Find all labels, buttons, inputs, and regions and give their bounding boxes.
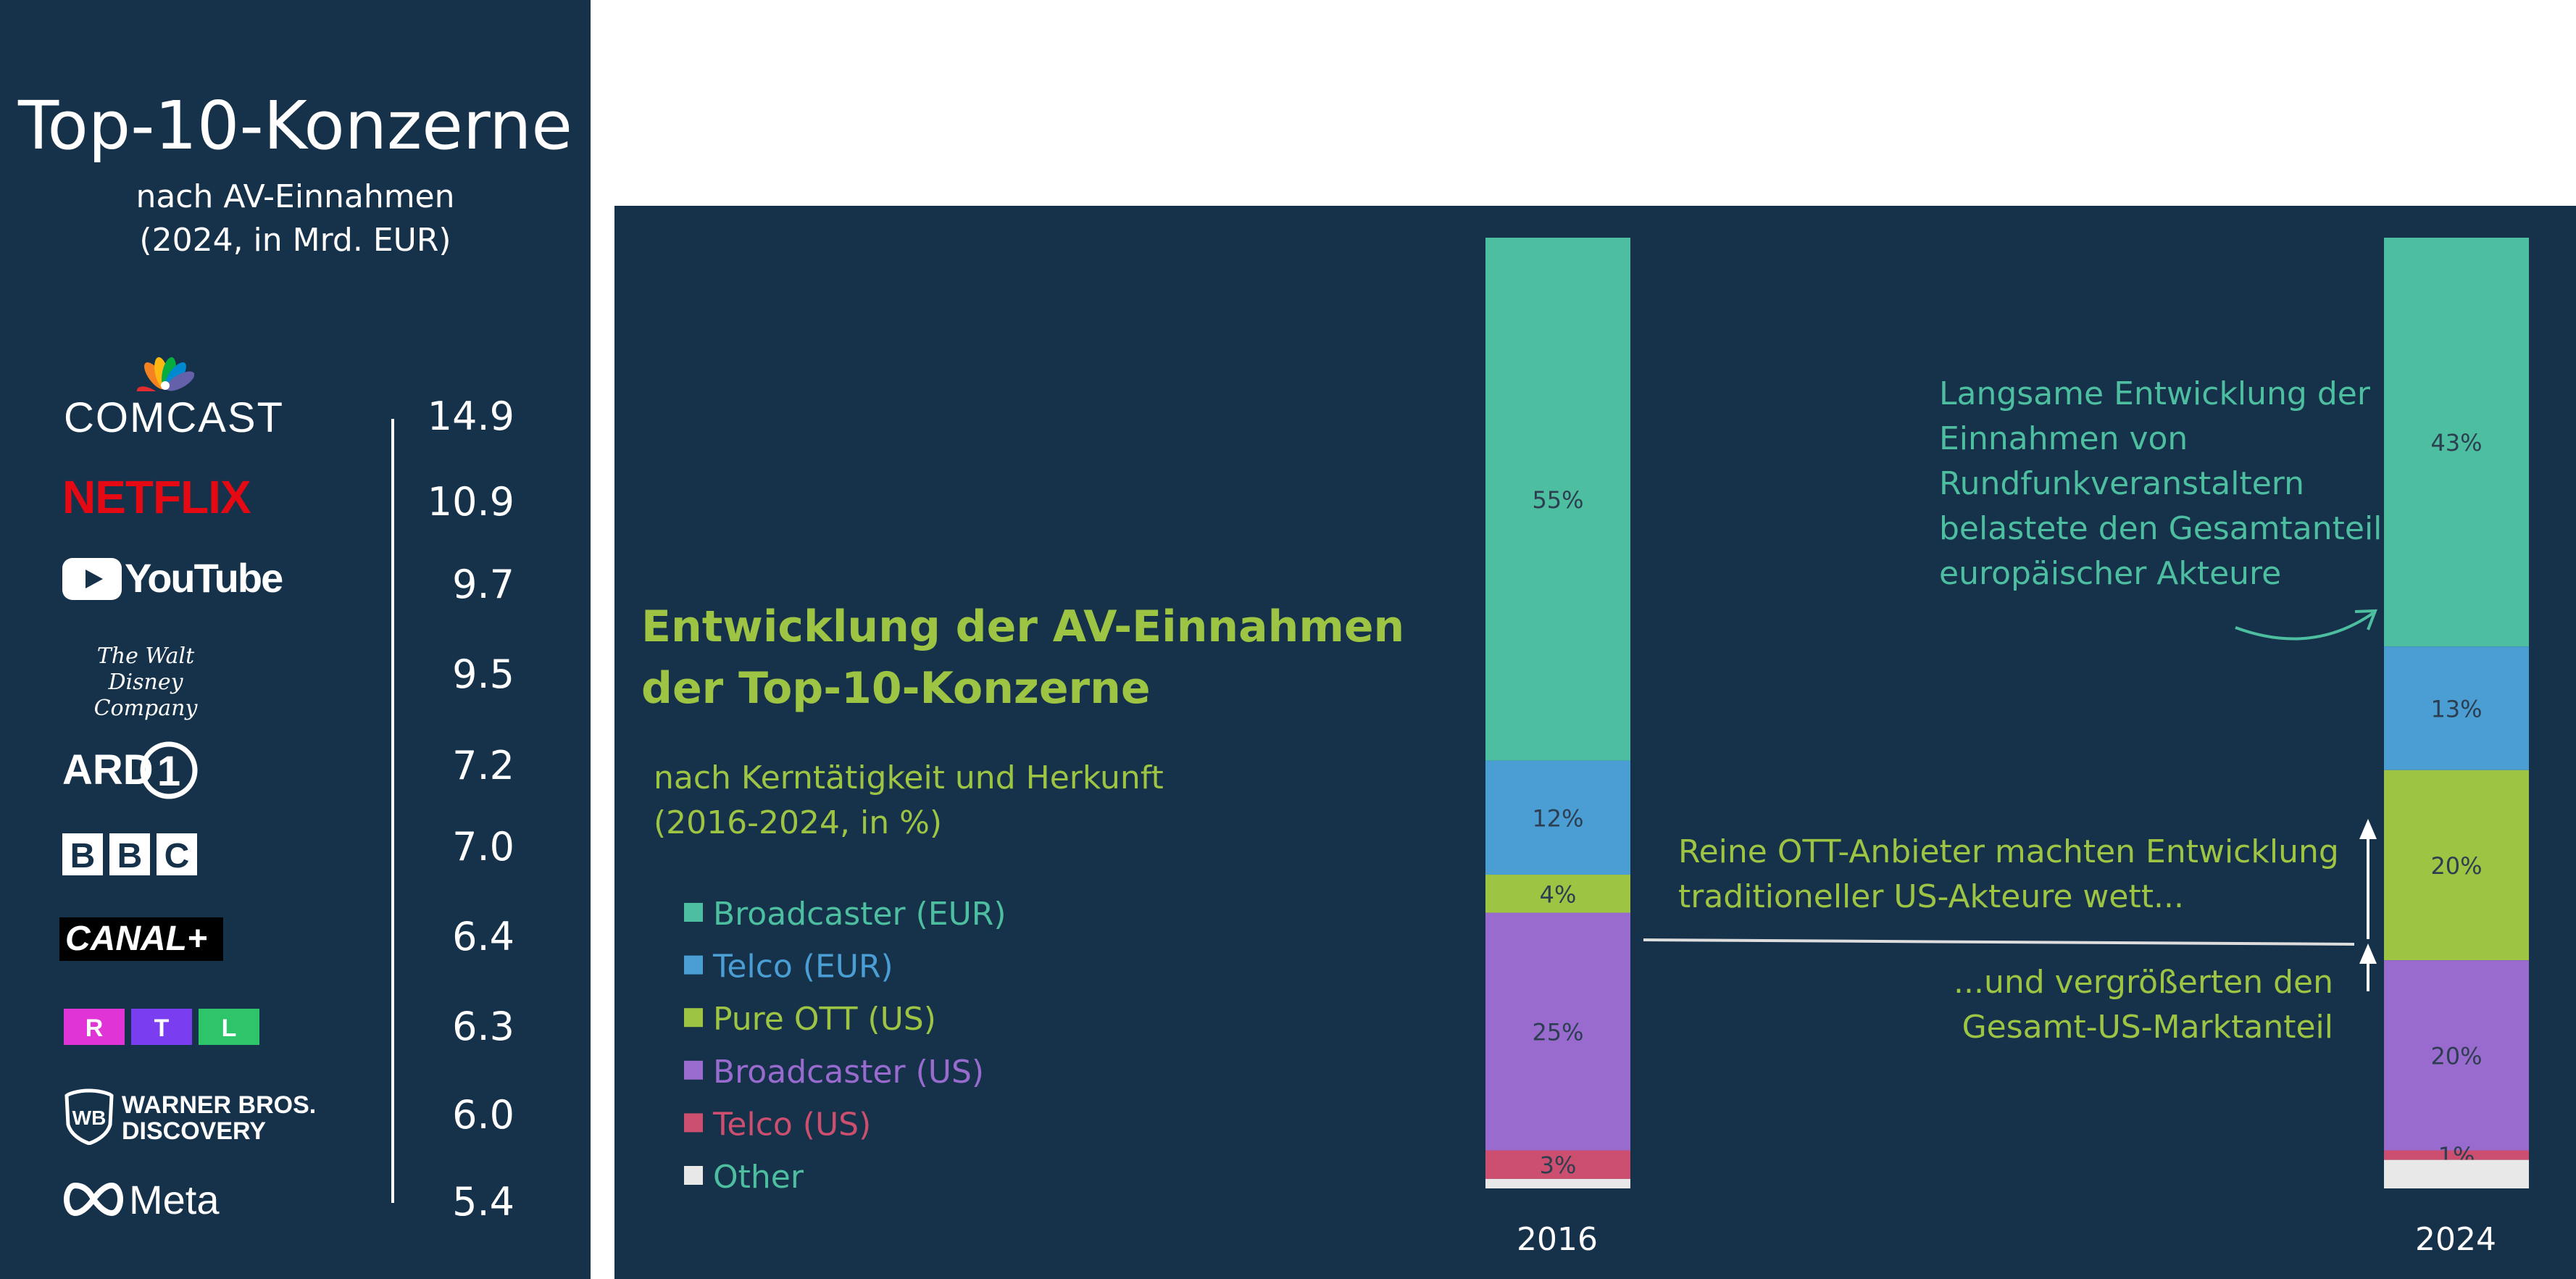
chart-subtitle-line2: (2016-2024, in %)	[654, 804, 942, 841]
legend-label-telco-us: Telco (US)	[712, 1106, 871, 1143]
annotation-top-right-line: europäischer Akteure	[1939, 555, 2281, 592]
bar-segment-other-2024	[2384, 1159, 2529, 1188]
chart-subtitle-line1: nach Kerntätigkeit und Herkunft	[654, 759, 1164, 796]
legend-swatch-broadcaster-eur	[684, 903, 703, 922]
x-tick-label-2024: 2024	[2415, 1221, 2496, 1258]
ranking-subtitle-line1: nach AV-Einnahmen	[136, 178, 455, 215]
x-tick-label-2016: 2016	[1517, 1221, 1598, 1258]
bar-segment-broadcaster-us-2016	[1485, 912, 1630, 1151]
bar-segment-telco-us-2024	[2384, 1150, 2529, 1160]
rank-value-rtl: 6.3	[452, 1004, 514, 1049]
svg-text:T: T	[154, 1015, 170, 1042]
bar-segment-broadcaster-us-2024	[2384, 960, 2529, 1151]
ranking-subtitle-line2: (2024, in Mrd. EUR)	[139, 222, 451, 259]
legend: Broadcaster (EUR) Telco (EUR) Pure OTT (US…	[684, 896, 1006, 1196]
chart-title-line2: der Top-10-Konzerne	[641, 663, 1151, 714]
legend-swatch-other	[684, 1166, 703, 1185]
data-label-broadcaster-eur-2016: 55%	[1532, 486, 1583, 514]
data-label-telco-eur-2024: 13%	[2430, 695, 2482, 722]
svg-text:B: B	[70, 837, 96, 875]
annotation-middle-line: Reine OTT-Anbieter machten Entwicklung	[1678, 833, 2339, 870]
wb-shield-icon: WB	[64, 1088, 114, 1146]
rank-name-meta: Meta	[129, 1177, 220, 1222]
svg-text:1: 1	[157, 748, 180, 795]
legend-label-pure-ott-us: Pure OTT (US)	[713, 1001, 936, 1038]
rank-name-ard: ARD	[62, 746, 154, 793]
rank-name-canal-plus: CANAL+	[65, 920, 208, 958]
annotation-top-right-line: belastete den Gesamtanteil	[1939, 510, 2382, 547]
annotation-middle-line: traditioneller US-Akteure wett...	[1678, 878, 2184, 915]
rank-value-wbd: 6.0	[452, 1092, 514, 1138]
svg-text:WB: WB	[72, 1107, 107, 1129]
bars: 55%12%4%25%3%43%13%20%20%1%	[1485, 238, 2529, 1188]
bar-segment-other-2016	[1485, 1178, 1630, 1188]
svg-text:R: R	[86, 1015, 104, 1042]
annotation-bottom-line: ...und vergrößerten den	[1954, 964, 2333, 1001]
svg-text:B: B	[117, 837, 143, 875]
up-arrow-upper-head	[2359, 819, 2377, 839]
rank-name-wbd: WARNER BROS. DISCOVERY	[122, 1091, 317, 1145]
bar-segment-pure-ott-us-2024	[2384, 770, 2529, 961]
rtl-logo: R T L	[64, 1009, 259, 1045]
ard-one-icon: 1	[139, 741, 199, 800]
svg-text:C: C	[164, 837, 190, 875]
legend-label-broadcaster-eur: Broadcaster (EUR)	[713, 896, 1006, 933]
connector-line	[1643, 938, 2355, 946]
data-label-broadcaster-eur-2024: 43%	[2430, 429, 2482, 457]
data-label-telco-eur-2016: 12%	[1532, 804, 1583, 832]
chart-title-line1: Entwicklung der AV-Einnahmen	[641, 601, 1404, 652]
up-arrow-lower-head	[2359, 943, 2377, 964]
youtube-play-icon	[62, 558, 122, 600]
rank-value-netflix: 10.9	[427, 479, 514, 525]
bar-segment-telco-eur-2024	[2384, 646, 2529, 770]
legend-swatch-pure-ott-us	[684, 1008, 703, 1028]
rank-value-bbc: 7.0	[452, 824, 514, 870]
legend-swatch-telco-us	[684, 1113, 703, 1133]
bar-segment-telco-us-2016	[1485, 1150, 1630, 1179]
annotation-bottom: ...und vergrößerten den Gesamt-US-Markta…	[1954, 964, 2333, 1046]
canal-plus-logo-box	[59, 917, 223, 961]
annotation-top-right: Langsame Entwicklung der Einnahmen von R…	[1939, 375, 2382, 592]
bar-segment-broadcaster-eur-2024	[2384, 238, 2529, 647]
bar-segment-broadcaster-eur-2016	[1485, 238, 1630, 761]
rank-name-youtube: YouTube	[125, 555, 283, 601]
annotation-bottom-line: Gesamt-US-Marktanteil	[1962, 1009, 2333, 1046]
annotation-top-right-line: Einnahmen von	[1939, 420, 2188, 457]
ranking-divider	[391, 419, 394, 1203]
bar-segment-pure-ott-us-2016	[1485, 875, 1630, 913]
ranking-panel: Top-10-Konzerne nach AV-Einnahmen (2024,…	[0, 0, 591, 1279]
data-label-pure-ott-us-2024: 20%	[2430, 852, 2482, 880]
legend-swatch-telco-eur	[684, 955, 703, 975]
annotation-curved-arrow	[2235, 612, 2375, 641]
legend-label-telco-eur: Telco (EUR)	[712, 949, 893, 986]
legend-swatch-broadcaster-us	[684, 1060, 703, 1080]
annotation-top-right-line: Langsame Entwicklung der	[1939, 375, 2371, 412]
svg-text:L: L	[222, 1015, 237, 1042]
rank-value-meta: 5.4	[452, 1179, 514, 1225]
rank-name-disney: The Walt Disney Company	[93, 643, 198, 721]
rank-value-comcast: 14.9	[427, 393, 514, 439]
bar-segment-telco-eur-2016	[1485, 760, 1630, 875]
rank-value-canal-plus: 6.4	[452, 914, 514, 959]
rank-name-netflix: NETFLIX	[62, 471, 251, 523]
rank-value-youtube: 9.7	[452, 562, 514, 607]
data-label-broadcaster-us-2016: 25%	[1532, 1019, 1583, 1046]
bbc-logo: B B C	[62, 833, 197, 875]
annotation-top-right-line: Rundfunkveranstaltern	[1939, 465, 2304, 502]
rank-value-ard: 7.2	[452, 743, 514, 788]
data-label-broadcaster-us-2024: 20%	[2430, 1042, 2482, 1070]
annotation-curved-arrow-head	[2354, 609, 2377, 630]
rank-name-comcast: COMCAST	[64, 394, 284, 441]
rank-value-disney: 9.5	[452, 651, 514, 697]
legend-label-other: Other	[713, 1159, 804, 1196]
meta-infinity-icon	[63, 1181, 124, 1217]
data-label-pure-ott-us-2016: 4%	[1540, 880, 1577, 908]
data-label-telco-us-2016: 3%	[1540, 1151, 1577, 1179]
legend-label-broadcaster-us: Broadcaster (US)	[713, 1054, 984, 1091]
ranking-title: Top-10-Konzerne	[17, 87, 573, 164]
annotation-middle: Reine OTT-Anbieter machten Entwicklung t…	[1678, 833, 2339, 915]
